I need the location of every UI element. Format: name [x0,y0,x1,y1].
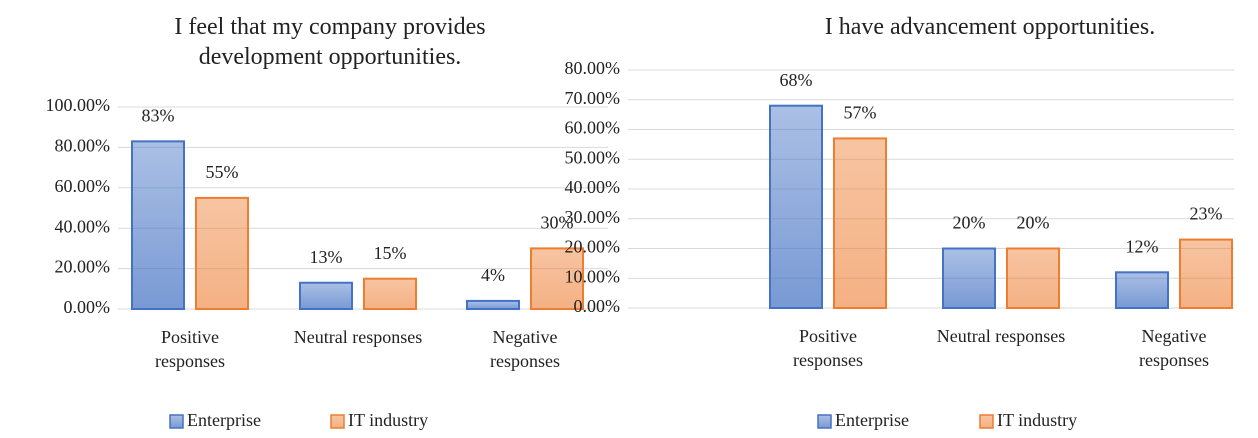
y-tick-label: 30.00% [565,207,621,227]
legend-label: IT industry [997,410,1077,430]
legend-swatch [330,414,345,429]
bar [769,104,823,309]
bar [1115,271,1169,309]
y-tick-label: 20.00% [565,237,621,257]
data-label: 20% [1017,213,1050,233]
data-label: 15% [374,243,407,263]
y-tick-label: 100.00% [46,95,111,115]
bar [299,281,353,310]
chart-title: I have advancement opportunities. [824,14,1156,40]
bar [1006,247,1060,309]
legend-label: Enterprise [835,410,909,430]
y-tick-label: 50.00% [565,147,621,167]
x-tick-label: Negative responses [1139,326,1209,370]
y-tick-label: 0.00% [64,297,111,317]
bar [942,247,996,309]
y-tick-label: 60.00% [565,118,621,138]
data-label: 20% [953,213,986,233]
legend-label: IT industry [348,410,428,430]
data-label: 30% [541,213,574,233]
x-tick-label: Neutral responses [293,327,423,347]
bar [195,196,249,310]
data-label: 13% [310,247,343,267]
data-label: 57% [844,103,877,123]
x-tick-label: Neutral responses [936,326,1066,346]
y-tick-label: 70.00% [565,88,621,108]
y-tick-label: 10.00% [565,266,621,286]
y-tick-label: 80.00% [565,58,621,78]
bar [833,137,887,309]
legend-swatch [979,414,994,429]
bar [530,247,584,310]
y-tick-label: 60.00% [55,176,111,196]
data-label: 23% [1190,204,1223,224]
legend-swatch [169,414,184,429]
bar [363,277,417,311]
bar [1179,238,1233,309]
data-label: 12% [1126,236,1159,256]
x-tick-label: Positive responses [155,327,225,371]
y-tick-label: 40.00% [55,216,111,236]
y-tick-label: 20.00% [55,257,111,277]
bar [131,140,185,310]
data-label: 55% [206,162,239,182]
y-tick-label: 40.00% [565,177,621,197]
x-tick-label: Positive responses [793,326,863,370]
legend-label: Enterprise [187,410,261,430]
y-tick-label: 0.00% [574,296,621,316]
data-label: 83% [142,105,175,125]
legend-swatch [817,414,832,429]
bar [466,299,520,311]
y-tick-label: 80.00% [55,136,111,156]
x-tick-label: Negative responses [490,327,560,371]
data-label: 4% [481,265,505,285]
chart-title: I feel that my company provides developm… [174,14,486,70]
data-label: 68% [780,70,813,90]
